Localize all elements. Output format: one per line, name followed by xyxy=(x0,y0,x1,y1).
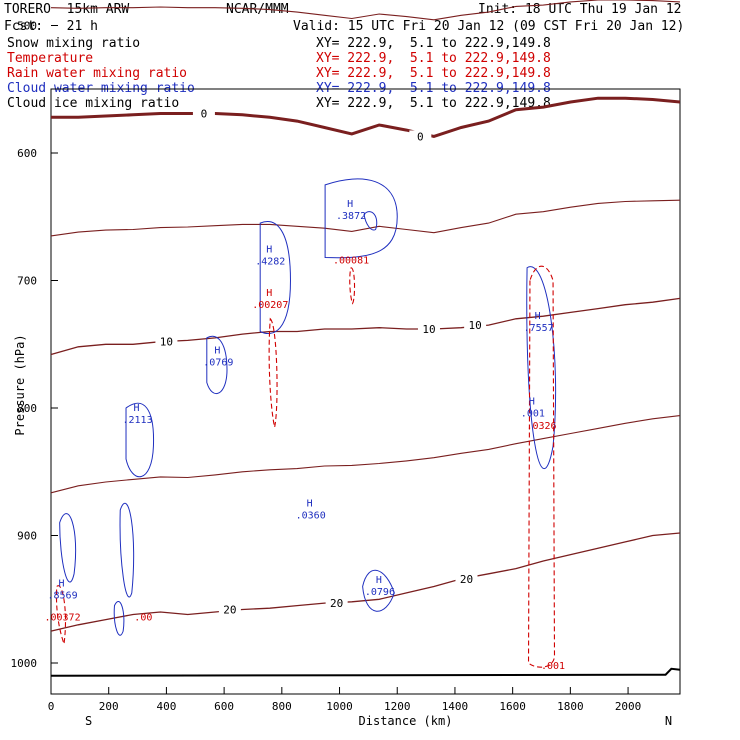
isotherm-10 xyxy=(50,297,681,356)
maximum-label: .8569 xyxy=(47,591,77,602)
maximum-marker: H xyxy=(134,403,140,414)
maximum-marker: H xyxy=(376,575,382,586)
isotherm-label: 20 xyxy=(223,603,236,616)
isotherm-label-bg xyxy=(417,322,440,335)
y-tick-label: 900 xyxy=(17,530,37,543)
isotherm-label: 10 xyxy=(469,319,482,332)
isotherm-label-bg xyxy=(409,130,432,143)
x-tick-label: 600 xyxy=(214,700,234,713)
x-tick-label: 2000 xyxy=(615,700,642,713)
isotherm-0 xyxy=(51,96,681,138)
isotherm-label-bg xyxy=(155,335,178,348)
cloud-water-contour xyxy=(125,402,154,478)
legend-cloud-ice: Cloud ice mixing ratio xyxy=(7,96,180,111)
y-tick-label: 700 xyxy=(17,275,37,288)
rain-contour xyxy=(349,267,356,305)
isotherm-label: 0 xyxy=(201,107,208,120)
maximum-label: .001 xyxy=(541,661,565,672)
cloud-water-contour xyxy=(59,513,77,583)
isotherm-label-bg xyxy=(218,603,241,616)
isotherm-label: 0 xyxy=(417,130,424,143)
y-tick-label: 800 xyxy=(17,402,37,415)
maximum-marker: H xyxy=(214,345,220,356)
x-tick-label: 1200 xyxy=(384,700,411,713)
y-tick-label: 1000 xyxy=(11,657,38,670)
legend-temperature: Temperature xyxy=(7,51,94,66)
isotherm-label-bg xyxy=(455,572,478,585)
isotherm-label-bg xyxy=(325,597,348,610)
maximum-label: .0326 xyxy=(526,421,556,432)
maximum-label: .7557 xyxy=(524,323,554,334)
maximum-marker: H xyxy=(266,245,272,256)
x-tick-label: 800 xyxy=(272,700,292,713)
maximum-marker: H xyxy=(529,396,535,407)
maximum-label: .0360 xyxy=(296,510,326,521)
maximum-label: .00207 xyxy=(252,300,288,311)
isotherm-extra xyxy=(50,199,681,237)
maximum-marker: H xyxy=(266,288,272,299)
x-tick-label: 1600 xyxy=(499,700,526,713)
x-axis-label: Distance (km) xyxy=(359,714,453,728)
maximum-label: .4282 xyxy=(255,257,285,268)
cloud-water-contour xyxy=(362,569,395,612)
cloud-water-contour xyxy=(363,211,378,231)
isotherm-extra xyxy=(50,0,681,21)
maximum-label: .0796 xyxy=(365,587,395,598)
maximum-label: .2113 xyxy=(123,415,153,426)
maximum-marker: H xyxy=(535,311,541,322)
legend-rain-xy: XY= 222.9, 5.1 to 222.9,149.8 xyxy=(316,66,551,81)
rain-contour xyxy=(527,265,556,668)
isotherm-label-bg xyxy=(464,319,487,332)
rain-contour xyxy=(55,585,67,645)
surface-line xyxy=(50,667,681,677)
isotherm-label-bg xyxy=(192,107,215,120)
maximum-label: .001 xyxy=(521,408,545,419)
maximum-label: .00 xyxy=(134,612,152,623)
plot-frame xyxy=(50,88,681,695)
maximum-label: .00372 xyxy=(44,612,80,623)
x-end-label-north: N xyxy=(665,714,672,728)
legend-snow: Snow mixing ratio xyxy=(7,36,141,51)
cloud-water-contour xyxy=(113,601,125,636)
x-tick-label: 400 xyxy=(156,700,176,713)
maximum-label: .3872 xyxy=(336,211,366,222)
cloud-water-contour xyxy=(526,266,557,470)
x-tick-label: 200 xyxy=(99,700,119,713)
maximum-label: .0769 xyxy=(203,357,233,368)
x-tick-label: 1400 xyxy=(442,700,469,713)
cloud-water-contour xyxy=(119,502,135,598)
model-title: TORERO 15km ARW xyxy=(4,2,130,17)
x-tick-label: 1800 xyxy=(557,700,584,713)
legend-rain: Rain water mixing ratio xyxy=(7,66,188,81)
isotherm-label: 10 xyxy=(160,336,173,349)
y-tick-label: 500 xyxy=(17,20,37,33)
maximum-marker: H xyxy=(59,579,65,590)
forecast-hour: Fcst: 21 h xyxy=(4,19,98,34)
cloud-water-contour xyxy=(324,178,398,259)
isotherm-extra xyxy=(50,415,681,494)
maximum-label: .00081 xyxy=(333,255,369,266)
rain-contour xyxy=(268,317,278,428)
isotherm-label: 20 xyxy=(330,597,343,610)
x-tick-label: 0 xyxy=(48,700,55,713)
isotherm-label: 20 xyxy=(460,573,473,586)
isotherm-label: 10 xyxy=(422,323,435,336)
maximum-marker: H xyxy=(347,199,353,210)
cloud-water-contour xyxy=(259,221,291,335)
x-tick-label: 1000 xyxy=(326,700,353,713)
x-end-label-south: S xyxy=(85,714,92,728)
y-axis-label: Pressure (hPa) xyxy=(13,334,27,436)
valid-time: Valid: 15 UTC Fri 20 Jan 12 (09 CST Fri … xyxy=(293,19,685,34)
init-time: Init: 18 UTC Thu 19 Jan 12 xyxy=(478,2,682,17)
y-tick-label: 600 xyxy=(17,147,37,160)
maximum-marker: H xyxy=(307,498,313,509)
legend-temperature-xy: XY= 222.9, 5.1 to 222.9,149.8 xyxy=(316,51,551,66)
cloud-water-contour xyxy=(206,335,228,395)
legend-snow-xy: XY= 222.9, 5.1 to 222.9,149.8 xyxy=(316,36,551,51)
